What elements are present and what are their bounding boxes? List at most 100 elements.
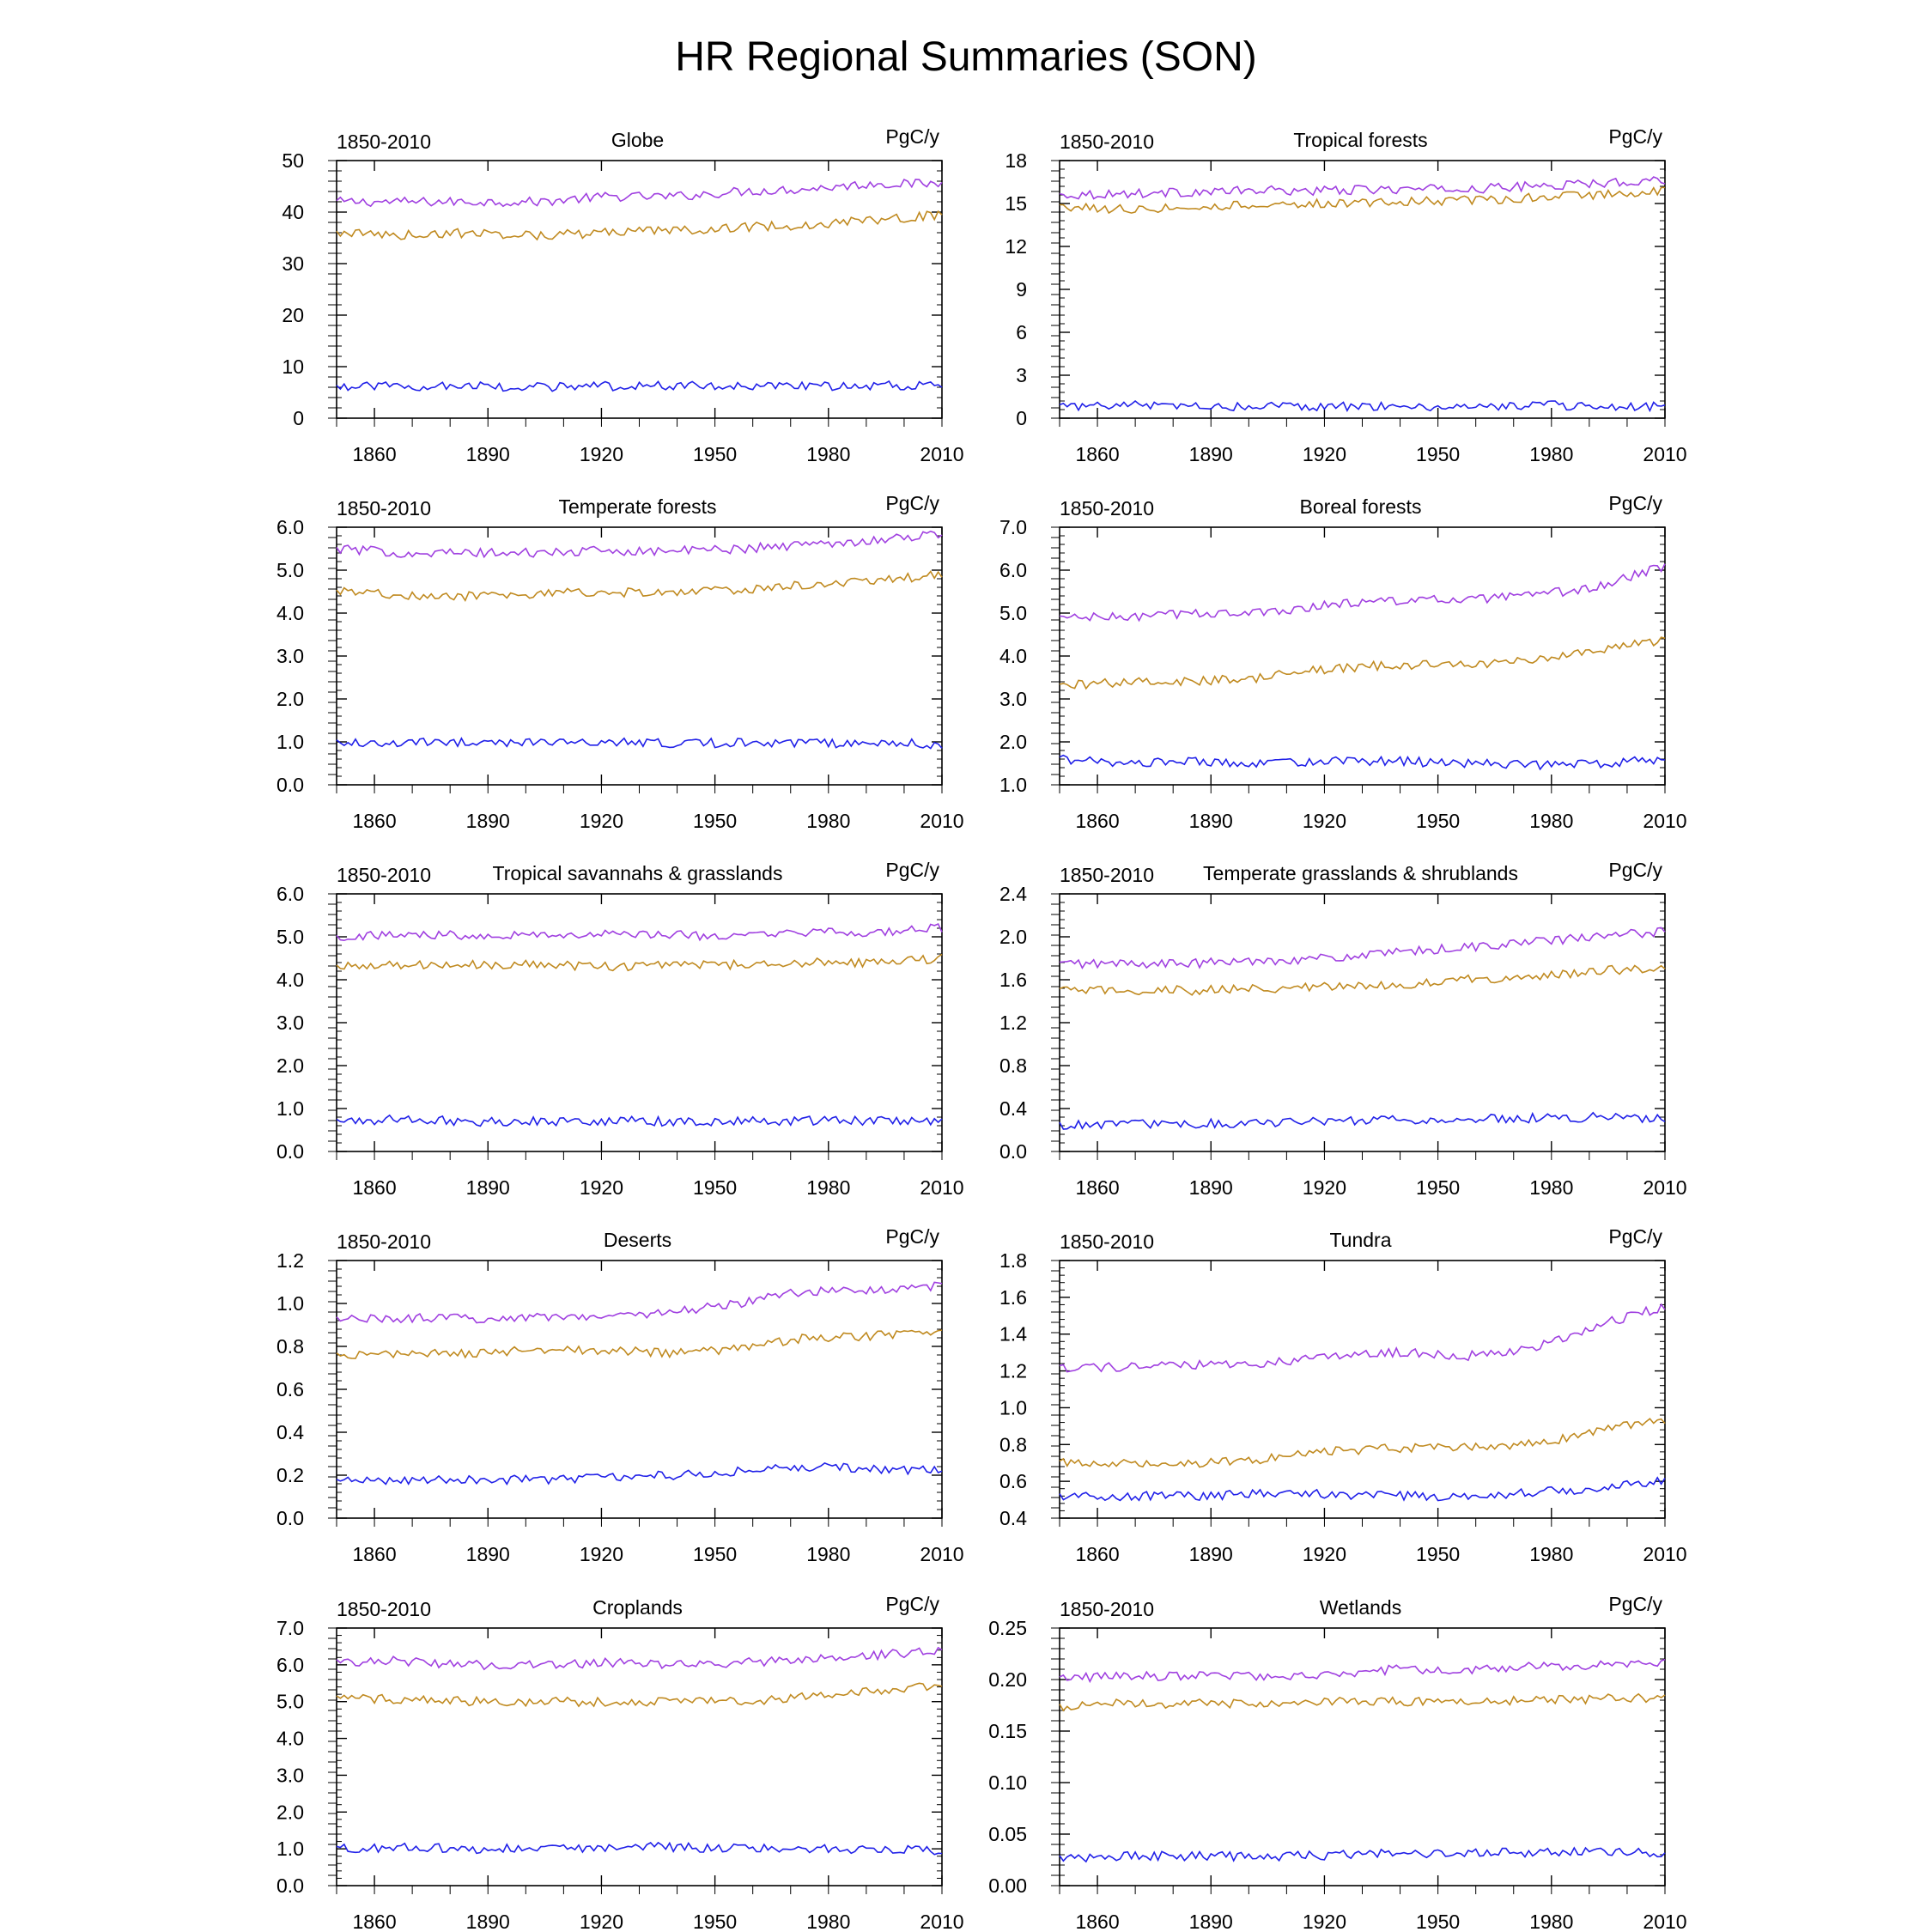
x-tick-label: 1860 <box>1075 1176 1119 1199</box>
x-tick-label: 1980 <box>806 1176 850 1199</box>
y-tick-label: 4.0 <box>999 645 1027 667</box>
series-line <box>1059 964 1666 996</box>
x-tick-label: 1890 <box>1189 443 1233 465</box>
y-tick-label: 5.0 <box>276 926 304 948</box>
x-tick-label: 1980 <box>1529 443 1573 465</box>
plot-frame <box>1059 1260 1666 1519</box>
series-line <box>336 953 943 972</box>
panel-units-label: PgC/y <box>885 859 939 881</box>
x-tick-label: 1980 <box>806 443 850 465</box>
series-line <box>1059 927 1666 970</box>
plot-frame <box>1059 893 1666 1152</box>
plot-frame <box>336 160 943 419</box>
x-tick-label: 2010 <box>920 1543 963 1565</box>
y-tick-label: 2.0 <box>276 1054 304 1077</box>
y-tick-label: 7.0 <box>999 516 1027 538</box>
x-tick-label: 1980 <box>1529 810 1573 832</box>
x-tick-label: 2010 <box>1643 1911 1686 1932</box>
series-line <box>336 210 943 241</box>
chart-panel: 0.0 0.2 0.4 0.6 0.8 1.0 1.2 1860 1890 1920 1950 198… <box>276 1225 964 1565</box>
y-tick-label: 3.0 <box>276 1012 304 1034</box>
series-line <box>336 380 943 392</box>
panel-title: Globe <box>611 129 664 151</box>
series-line <box>336 1281 943 1324</box>
x-tick-label: 1860 <box>352 810 396 832</box>
x-tick-label: 1860 <box>1075 443 1119 465</box>
y-tick-label: 0.0 <box>276 1874 304 1897</box>
plot-frame <box>336 1260 943 1519</box>
panel-units-label: PgC/y <box>885 1593 939 1615</box>
series-line <box>1059 1846 1666 1863</box>
x-tick-label: 1980 <box>1529 1911 1573 1932</box>
series-line <box>336 922 943 942</box>
y-tick-label: 1.6 <box>999 1286 1027 1309</box>
series-line <box>1059 563 1666 623</box>
panel-units-label: PgC/y <box>1608 1593 1662 1615</box>
y-tick-label: 5.0 <box>276 559 304 581</box>
x-tick-label: 1980 <box>806 810 850 832</box>
x-tick-label: 1950 <box>1416 443 1460 465</box>
series-line <box>1059 636 1666 690</box>
x-tick-label: 1890 <box>466 443 510 465</box>
series-line <box>1059 1418 1666 1468</box>
y-tick-label: 9 <box>1016 278 1027 301</box>
x-tick-label: 2010 <box>920 810 963 832</box>
y-tick-label: 3.0 <box>276 645 304 667</box>
y-tick-label: 10 <box>282 355 304 378</box>
y-tick-label: 0.10 <box>988 1771 1027 1794</box>
y-tick-label: 1.2 <box>276 1249 304 1272</box>
x-tick-label: 1920 <box>580 1911 623 1932</box>
series-line <box>336 1682 943 1708</box>
y-tick-label: 2.4 <box>999 883 1027 905</box>
y-tick-label: 50 <box>282 149 304 172</box>
panel-period-label: 1850-2010 <box>337 131 431 153</box>
chart-panel: 1.0 2.0 3.0 4.0 5.0 6.0 7.0 1860 1890 1920 1950 198… <box>999 492 1687 832</box>
x-tick-label: 1920 <box>580 810 623 832</box>
y-tick-label: 0.00 <box>988 1874 1027 1897</box>
y-tick-label: 6 <box>1016 321 1027 343</box>
x-tick-label: 2010 <box>1643 1543 1686 1565</box>
y-tick-label: 0.8 <box>276 1335 304 1358</box>
y-tick-label: 2.0 <box>276 688 304 710</box>
y-tick-label: 0.8 <box>999 1054 1027 1077</box>
panel-title: Deserts <box>604 1229 671 1251</box>
y-tick-label: 4.0 <box>276 969 304 991</box>
y-tick-label: 4.0 <box>276 602 304 624</box>
x-tick-label: 1950 <box>1416 1176 1460 1199</box>
series-line <box>1059 1476 1666 1502</box>
y-tick-label: 0 <box>293 407 304 429</box>
x-tick-label: 2010 <box>1643 810 1686 832</box>
series-line <box>1059 1692 1666 1712</box>
panel-units-label: PgC/y <box>1608 1225 1662 1248</box>
y-tick-label: 0.6 <box>276 1378 304 1400</box>
y-tick-label: 2.0 <box>999 731 1027 753</box>
x-tick-label: 1980 <box>1529 1543 1573 1565</box>
y-tick-label: 1.4 <box>999 1323 1027 1346</box>
y-tick-label: 1.0 <box>276 1097 304 1120</box>
series-line <box>336 1646 943 1671</box>
panel-period-label: 1850-2010 <box>337 1598 431 1620</box>
x-tick-label: 1920 <box>580 1176 623 1199</box>
panel-units-label: PgC/y <box>885 125 939 148</box>
series-line <box>1059 176 1666 200</box>
panel-period-label: 1850-2010 <box>337 497 431 519</box>
y-tick-label: 1.0 <box>999 774 1027 796</box>
y-tick-label: 3.0 <box>276 1764 304 1786</box>
x-tick-label: 1860 <box>1075 1543 1119 1565</box>
series-line <box>336 1461 943 1485</box>
chart-panel: 0.00 0.05 0.10 0.15 0.20 0.25 1860 1890 1920 1950… <box>988 1593 1686 1932</box>
series-line <box>1059 1658 1666 1684</box>
y-tick-label: 1.0 <box>276 1838 304 1860</box>
series-line <box>1059 399 1666 413</box>
y-tick-label: 1.0 <box>999 1396 1027 1419</box>
x-tick-label: 1950 <box>1416 1911 1460 1932</box>
y-tick-label: 0.0 <box>276 1140 304 1163</box>
series-line <box>336 570 943 602</box>
chart-panel: 0.4 0.6 0.8 1.0 1.2 1.4 1.6 1.8 1860 1890 1920 1950… <box>999 1225 1687 1565</box>
x-tick-label: 1950 <box>693 443 737 465</box>
y-tick-label: 0.05 <box>988 1823 1027 1845</box>
series-line <box>336 1841 943 1856</box>
y-tick-label: 20 <box>282 304 304 326</box>
x-tick-label: 1860 <box>352 1911 396 1932</box>
